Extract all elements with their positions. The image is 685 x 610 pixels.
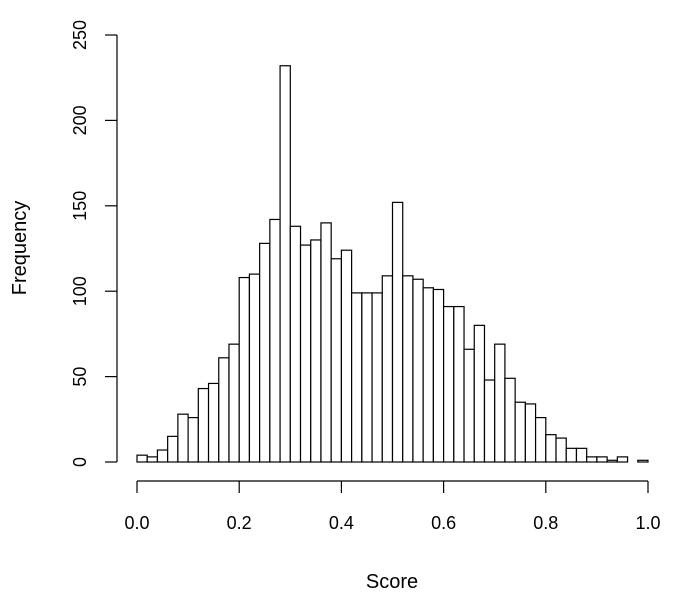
histogram-bar [299, 244, 312, 463]
histogram-bar [279, 65, 291, 463]
histogram-bar [187, 416, 199, 463]
x-tick-label: 0.6 [431, 513, 456, 533]
y-tick-label: 150 [70, 191, 90, 221]
x-tick-label: 1.0 [635, 513, 660, 533]
histogram-bar [228, 343, 240, 463]
y-axis-title: Frequency [9, 201, 31, 296]
histogram-bar [156, 449, 169, 463]
histogram-bar [218, 357, 230, 463]
histogram-bar [596, 456, 608, 463]
x-tick-label: 0.4 [329, 513, 354, 533]
histogram-bar [238, 276, 251, 463]
x-tick-label: 0.0 [124, 513, 149, 533]
x-tick-label: 0.2 [227, 513, 252, 533]
x-axis-title: Score [366, 571, 418, 593]
histogram-bar [330, 258, 342, 463]
histogram-bar [310, 239, 322, 463]
histogram-bar [637, 459, 649, 463]
histogram-bar [606, 459, 618, 463]
histogram-bar [371, 292, 383, 463]
histogram-bar [504, 377, 516, 463]
histogram-bar [177, 413, 189, 463]
histogram-bar [146, 456, 159, 463]
histogram-bar [483, 379, 496, 463]
y-tick-label: 100 [70, 276, 90, 306]
histogram-bar [524, 403, 537, 463]
y-tick-label: 250 [70, 20, 90, 50]
histogram-bar [289, 225, 302, 463]
histogram-bar [412, 278, 424, 463]
histogram-bar [443, 305, 455, 463]
x-tick-label: 0.8 [533, 513, 558, 533]
histogram-bar [473, 324, 486, 463]
histogram-bar [167, 435, 179, 463]
histogram-bar [320, 222, 332, 463]
y-axis: 0 50 100 150 200 250 [70, 20, 118, 467]
histogram-bar [402, 275, 414, 463]
histogram-bar [575, 447, 588, 463]
histogram-bar [269, 218, 281, 463]
histogram-bar [616, 456, 629, 463]
histogram-bar [432, 288, 445, 463]
y-tick-label: 50 [70, 367, 90, 387]
histogram-bar [207, 382, 220, 463]
histogram-bar [351, 292, 363, 463]
histogram-bar [381, 275, 394, 463]
x-axis: 0.0 0.2 0.4 0.6 0.8 1.0 [124, 480, 661, 533]
histogram-bar [555, 437, 567, 463]
histogram-bar [565, 447, 578, 463]
histogram-bar [463, 348, 475, 463]
histogram-bar [545, 434, 557, 463]
histogram-bars [136, 65, 649, 463]
histogram-bar [136, 454, 148, 463]
y-tick-label: 200 [70, 105, 90, 135]
histogram-bar [259, 242, 271, 463]
histogram-bar [391, 201, 404, 463]
histogram-bar [340, 249, 353, 463]
histogram-bar [514, 401, 526, 463]
histogram-bar [586, 456, 598, 463]
histogram-bar [422, 287, 434, 463]
histogram-bar [361, 292, 373, 463]
histogram-bar [453, 305, 465, 463]
histogram-bar [534, 416, 547, 463]
histogram-bar [494, 343, 506, 463]
y-tick-label: 0 [70, 457, 90, 467]
histogram-bar [197, 387, 210, 463]
histogram-bar [248, 273, 261, 463]
